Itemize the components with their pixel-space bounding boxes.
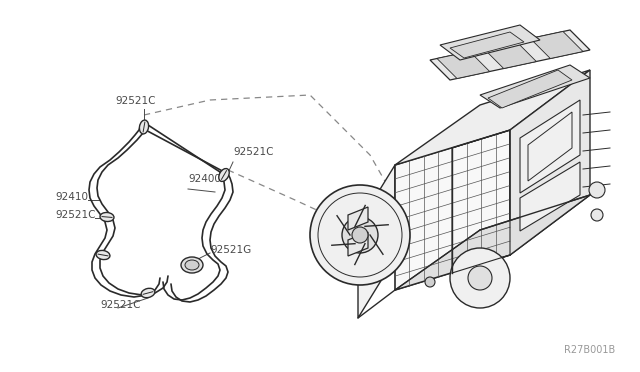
Polygon shape [440, 25, 540, 60]
Polygon shape [430, 30, 590, 80]
Polygon shape [484, 42, 536, 68]
Polygon shape [488, 70, 572, 108]
Polygon shape [531, 32, 583, 58]
Polygon shape [348, 207, 368, 230]
Circle shape [425, 277, 435, 287]
Ellipse shape [185, 260, 199, 270]
Polygon shape [395, 70, 590, 165]
Polygon shape [520, 162, 580, 231]
Text: 92521C: 92521C [100, 300, 141, 310]
Polygon shape [358, 165, 395, 318]
Ellipse shape [100, 212, 114, 221]
Circle shape [352, 227, 368, 243]
Text: 92521C: 92521C [233, 147, 273, 157]
Circle shape [468, 266, 492, 290]
Ellipse shape [140, 120, 148, 134]
Circle shape [310, 185, 410, 285]
Ellipse shape [141, 288, 155, 298]
Polygon shape [437, 51, 490, 78]
Ellipse shape [96, 250, 110, 260]
Text: 92410: 92410 [55, 192, 88, 202]
Text: 92521C: 92521C [116, 96, 156, 106]
Polygon shape [520, 100, 580, 193]
Polygon shape [450, 32, 524, 58]
Circle shape [450, 248, 510, 308]
Text: R27B001B: R27B001B [564, 345, 615, 355]
Ellipse shape [181, 257, 203, 273]
Polygon shape [395, 130, 510, 290]
Polygon shape [395, 195, 590, 290]
Circle shape [591, 209, 603, 221]
Circle shape [342, 217, 378, 253]
Ellipse shape [219, 169, 229, 182]
Polygon shape [510, 70, 590, 255]
Polygon shape [480, 65, 590, 108]
Circle shape [460, 270, 470, 280]
Text: 92400: 92400 [188, 174, 221, 184]
Text: 92521G: 92521G [210, 245, 252, 255]
Polygon shape [348, 232, 368, 256]
Circle shape [589, 182, 605, 198]
Polygon shape [358, 210, 388, 265]
Text: 92521C: 92521C [55, 210, 95, 220]
Circle shape [490, 263, 500, 273]
